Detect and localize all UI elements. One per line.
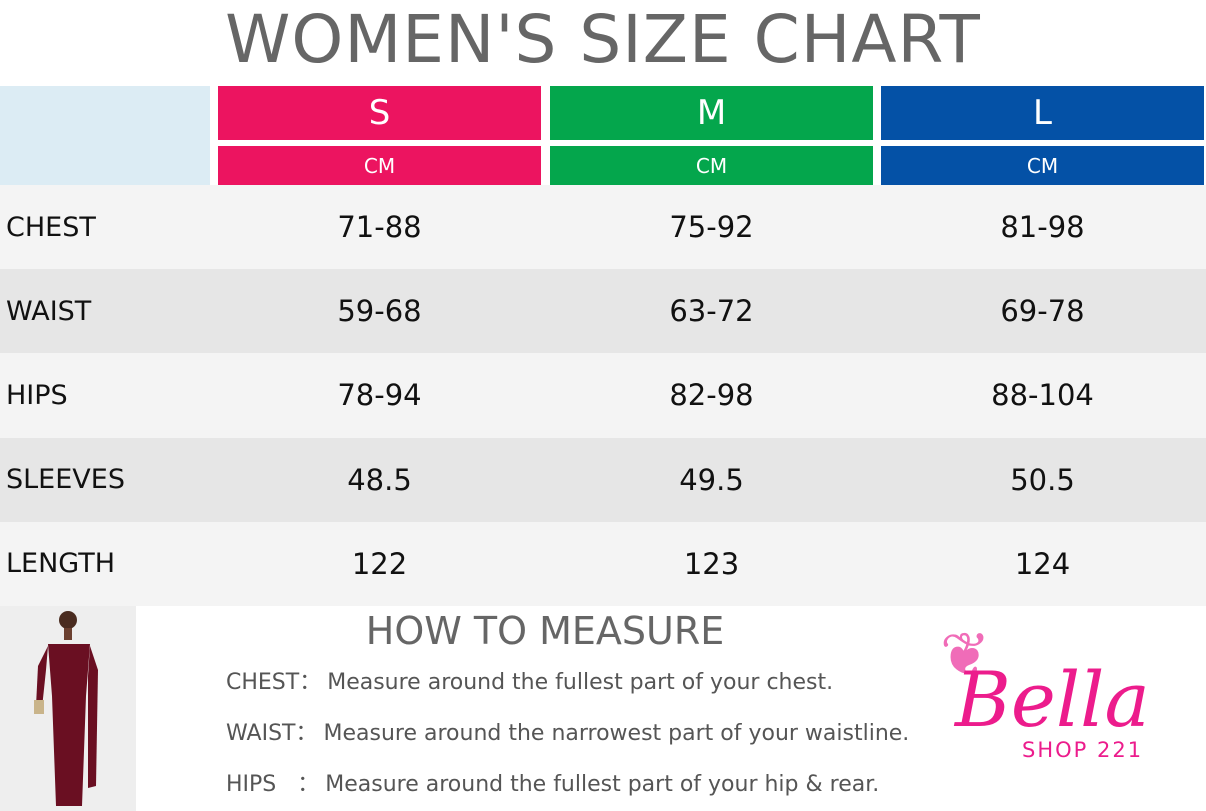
size-value: 81-98 — [1000, 210, 1085, 245]
size-value: 63-72 — [669, 294, 754, 329]
size-header: L — [881, 86, 1204, 140]
measure-title: HOW TO MEASURE — [365, 609, 725, 653]
size-value: 124 — [1014, 546, 1071, 581]
corner-cell — [0, 86, 210, 185]
size-value: 48.5 — [347, 462, 412, 497]
table-row — [0, 437, 1206, 522]
table-row — [0, 269, 1206, 354]
size-value: 71-88 — [337, 210, 422, 245]
measure-item: WAIST： Measure around the narrowest part … — [226, 715, 909, 747]
table-row — [0, 185, 1206, 270]
size-value: 88-104 — [991, 378, 1094, 413]
size-header: M — [550, 86, 873, 140]
size-value: 59-68 — [337, 294, 422, 329]
measure-item: HIPS ： Measure around the fullest part of… — [226, 766, 879, 798]
size-value: 69-78 — [1000, 294, 1085, 329]
table-row — [0, 353, 1206, 438]
row-label: WAIST — [6, 295, 92, 327]
unit-header: CM — [218, 146, 541, 185]
measure-item: CHEST： Measure around the fullest part of… — [226, 664, 833, 696]
model-photo — [0, 606, 136, 811]
model-figure — [34, 611, 98, 806]
title: WOMEN'S SIZE CHART — [225, 1, 981, 78]
size-value: 123 — [683, 546, 740, 581]
row-label: HIPS — [6, 379, 68, 411]
measure-label: WAIST： — [226, 721, 318, 746]
unit-header: CM — [881, 146, 1204, 185]
size-value: 122 — [351, 546, 408, 581]
measure-text: Measure around the fullest part of your … — [325, 772, 880, 797]
size-value: 75-92 — [669, 210, 754, 245]
measure-label: CHEST： — [226, 670, 322, 695]
size-value: 50.5 — [1010, 462, 1075, 497]
row-label: CHEST — [6, 211, 96, 243]
unit-header: CM — [550, 146, 873, 185]
logo-name: Bella — [955, 655, 1150, 744]
row-label: SLEEVES — [6, 464, 125, 496]
measure-text: Measure around the narrowest part of you… — [323, 721, 910, 746]
size-header: S — [218, 86, 541, 140]
row-label: LENGTH — [6, 548, 116, 580]
size-value: 49.5 — [679, 462, 744, 497]
size-value: 82-98 — [669, 378, 754, 413]
measure-label: HIPS ： — [226, 772, 320, 797]
table-row — [0, 521, 1206, 606]
logo-subtitle: SHOP 221 — [1022, 738, 1144, 762]
measure-text: Measure around the fullest part of your … — [327, 670, 834, 695]
size-value: 78-94 — [337, 378, 422, 413]
